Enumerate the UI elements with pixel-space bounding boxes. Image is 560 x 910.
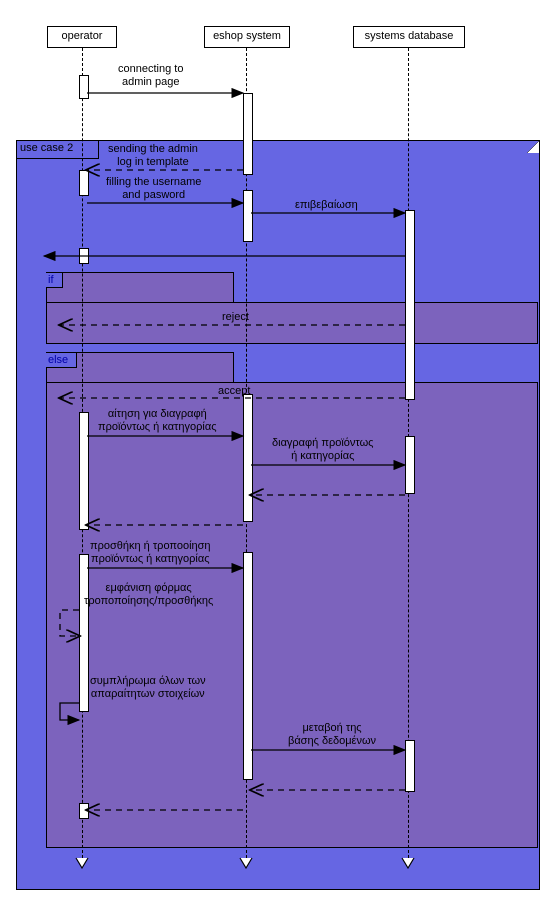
activation	[79, 248, 89, 264]
activation	[79, 412, 89, 530]
activation	[243, 190, 253, 242]
msg-filling: filling the username and pasword	[106, 176, 201, 202]
activation	[79, 75, 89, 99]
activation	[405, 210, 415, 400]
lifeline-db: systems database	[353, 26, 465, 48]
lifeline-eshop-label: eshop system	[213, 30, 281, 42]
lifeline-operator-label: operator	[62, 30, 103, 42]
msg-delete-product: διαγραφή προϊόντως ή κατηγορίας	[272, 437, 373, 463]
msg-delete-request: αίτηση για διαγραφή προϊόντως ή κατηγορί…	[98, 408, 217, 434]
msg-sending-template: sending the admin log in template	[108, 143, 198, 169]
lifeline-eshop: eshop system	[204, 26, 290, 48]
frame-label: use case 2	[16, 140, 99, 159]
msg-accept: accept	[218, 385, 250, 398]
alt-if-label-text: if	[48, 274, 54, 286]
msg-add-modify: προσθήκη ή τροποοίηση προϊόντως ή κατηγο…	[90, 540, 211, 566]
activation	[79, 554, 89, 712]
lifeline-operator: operator	[47, 26, 117, 48]
activation	[405, 740, 415, 792]
msg-show-form: εμφάνιση φόρμας τροποποίησης/προσθήκης	[84, 582, 213, 608]
msg-confirm: επιβεβαίωση	[295, 199, 358, 212]
activation	[79, 803, 89, 819]
alt-else-label-text: else	[48, 354, 68, 366]
msg-db-change: μεταβοή της βάσης δεδομένων	[288, 722, 376, 748]
alt-else-label: else	[46, 352, 77, 368]
activation	[243, 93, 253, 175]
alt-if-body	[46, 302, 538, 344]
activation	[79, 170, 89, 196]
lifeline-db-label: systems database	[365, 30, 454, 42]
msg-fill-all: συμπλήρωμα όλων των απαραίτητων στοιχείω…	[90, 675, 206, 701]
msg-reject: reject	[222, 311, 249, 324]
activation	[243, 394, 253, 522]
msg-connecting: connecting to admin page	[118, 63, 183, 89]
alt-if-header	[46, 272, 234, 304]
activation	[243, 552, 253, 780]
activation	[405, 436, 415, 494]
alt-if-label: if	[46, 272, 63, 288]
frame-label-text: use case 2	[20, 142, 73, 154]
